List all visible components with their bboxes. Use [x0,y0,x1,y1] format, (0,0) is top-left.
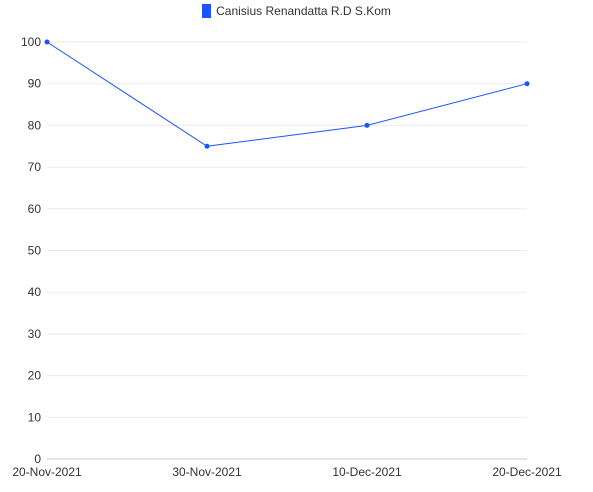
data-point [45,40,50,45]
legend-swatch [202,4,211,18]
y-tick-label: 100 [21,35,41,49]
series-line [47,42,527,146]
x-tick-label: 30-Nov-2021 [172,465,242,479]
data-point [365,123,370,128]
y-tick-label: 0 [34,452,41,466]
y-tick-label: 50 [28,244,42,258]
x-tick-label: 20-Dec-2021 [492,465,562,479]
y-tick-label: 90 [28,77,42,91]
y-tick-label: 20 [28,369,42,383]
y-tick-label: 40 [28,285,42,299]
chart-legend: Canisius Renandatta R.D S.Kom [0,4,593,18]
y-tick-label: 70 [28,160,42,174]
x-tick-label: 20-Nov-2021 [12,465,82,479]
data-point [525,81,530,86]
y-tick-label: 80 [28,118,42,132]
y-tick-label: 10 [28,410,42,424]
y-tick-label: 60 [28,202,42,216]
legend-label: Canisius Renandatta R.D S.Kom [216,4,391,18]
x-tick-label: 10-Dec-2021 [332,465,402,479]
data-point [205,144,210,149]
y-tick-label: 30 [28,327,42,341]
